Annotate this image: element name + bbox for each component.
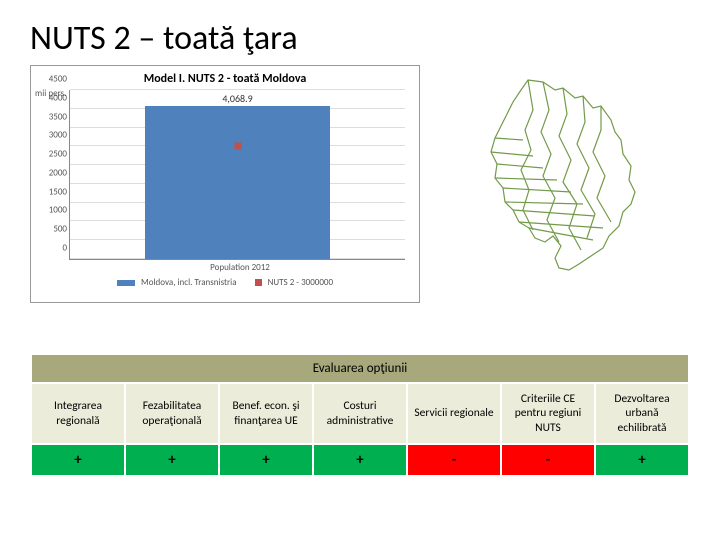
table-column-header: Integrarea regională	[31, 383, 125, 444]
chart-xcategory: Population 2012	[69, 262, 411, 273]
ytick-label: 4000	[49, 92, 70, 103]
ytick-label: 1500	[49, 186, 70, 197]
table-value-row: ++++--+	[31, 444, 689, 476]
evaluation-table: Evaluarea opţiunii Integrarea regionalăF…	[30, 353, 690, 477]
legend-label-1: Moldova, incl. Transnistria	[141, 277, 237, 288]
table-value-cell: +	[125, 444, 219, 476]
content-row: Model I. NUTS 2 - toată Moldova mii pers…	[30, 65, 690, 303]
map-svg	[433, 70, 673, 280]
table-column-header: Fezabilitatea operaţională	[125, 383, 219, 444]
ytick-label: 3500	[49, 111, 70, 122]
chart-title: Model I. NUTS 2 - toată Moldova	[39, 72, 411, 86]
ytick-label: 3000	[49, 130, 70, 141]
legend-item-2: NUTS 2 - 3000000	[255, 277, 333, 288]
table-value-cell: -	[407, 444, 501, 476]
chart-plot: 0500100015002000250030003500400045004,06…	[69, 90, 405, 260]
ytick-label: 500	[53, 224, 70, 235]
table-column-header: Costuri administrative	[313, 383, 407, 444]
legend-item-1: Moldova, incl. Transnistria	[117, 277, 237, 288]
map-container	[428, 65, 678, 285]
chart-legend: Moldova, incl. Transnistria NUTS 2 - 300…	[39, 277, 411, 288]
ytick-label: 2000	[49, 167, 70, 178]
ytick-label: 4500	[49, 74, 70, 85]
page-title: NUTS 2 – toată ţara	[30, 18, 690, 59]
table-value-cell: -	[501, 444, 595, 476]
evaluation-table-wrap: Evaluarea opţiunii Integrarea regionalăF…	[30, 353, 690, 477]
table-title-row: Evaluarea opţiunii	[31, 354, 689, 383]
table-header-row: Integrarea regionalăFezabilitatea operaţ…	[31, 383, 689, 444]
chart-bar: 4,068.9	[145, 106, 329, 259]
legend-label-2: NUTS 2 - 3000000	[268, 277, 333, 288]
table-value-cell: +	[313, 444, 407, 476]
legend-swatch-bar	[117, 280, 135, 286]
table-column-header: Dezvoltarea urbană echilibrată	[595, 383, 689, 444]
threshold-marker	[234, 143, 241, 150]
chart-container: Model I. NUTS 2 - toată Moldova mii pers…	[30, 65, 420, 303]
bar-value-label: 4,068.9	[222, 92, 252, 105]
ytick-label: 0	[62, 243, 70, 254]
table-value-cell: +	[595, 444, 689, 476]
table-title-cell: Evaluarea opţiunii	[31, 354, 689, 383]
ytick-label: 2500	[49, 149, 70, 160]
table-value-cell: +	[219, 444, 313, 476]
ytick-label: 1000	[49, 205, 70, 216]
table-column-header: Criteriile CE pentru regiuni NUTS	[501, 383, 595, 444]
table-value-cell: +	[31, 444, 125, 476]
table-column-header: Benef. econ. şi finanţarea UE	[219, 383, 313, 444]
table-column-header: Servicii regionale	[407, 383, 501, 444]
legend-swatch-threshold	[255, 279, 262, 286]
